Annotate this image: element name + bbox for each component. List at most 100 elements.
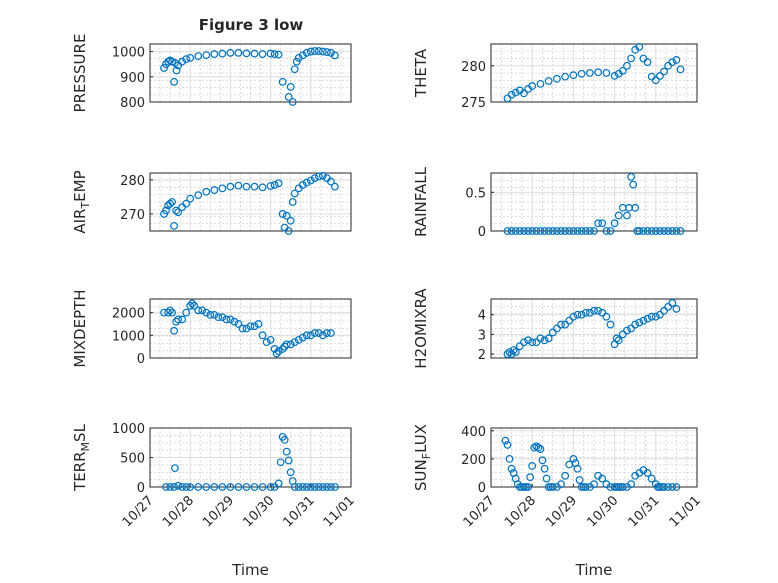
data-point bbox=[557, 480, 565, 489]
y-tick-label: 400 bbox=[461, 425, 486, 440]
data-point bbox=[331, 182, 339, 191]
data-point bbox=[544, 77, 553, 85]
data-point bbox=[214, 313, 223, 322]
data-point bbox=[242, 49, 251, 58]
data-point bbox=[526, 473, 535, 482]
x-tick-label: 10/28 bbox=[502, 493, 539, 530]
data-point bbox=[170, 483, 179, 491]
data-point bbox=[627, 480, 635, 489]
axes-box bbox=[490, 172, 698, 232]
data-point bbox=[266, 483, 275, 491]
data-point bbox=[162, 206, 170, 215]
data-point bbox=[656, 71, 664, 80]
data-point bbox=[647, 72, 656, 81]
x-tick-label: 11/01 bbox=[667, 493, 704, 530]
data-point bbox=[656, 310, 664, 319]
data-point bbox=[234, 181, 243, 190]
data-point bbox=[575, 476, 584, 484]
data-point bbox=[668, 58, 677, 67]
data-point bbox=[288, 98, 297, 106]
y-tick-label: 0 bbox=[478, 225, 486, 240]
data-point bbox=[222, 315, 231, 324]
data-point bbox=[528, 227, 537, 235]
data-point bbox=[266, 335, 275, 344]
data-point bbox=[528, 462, 537, 470]
data-point bbox=[314, 47, 323, 55]
data-point bbox=[306, 47, 315, 56]
data-point bbox=[656, 227, 664, 235]
data-point bbox=[202, 483, 211, 491]
x-tick-label: 10/27 bbox=[461, 493, 498, 530]
x-tick-label: 10/30 bbox=[240, 493, 277, 530]
y-tick-label: 0 bbox=[137, 352, 145, 367]
data-point bbox=[242, 324, 251, 333]
data-point bbox=[174, 315, 183, 324]
data-point bbox=[606, 227, 615, 235]
data-point bbox=[668, 299, 677, 307]
data-point bbox=[536, 79, 545, 88]
data-point bbox=[569, 227, 578, 235]
y-tick-label: 2000 bbox=[112, 307, 145, 322]
data-point bbox=[553, 227, 561, 235]
data-point bbox=[573, 227, 582, 235]
data-point bbox=[618, 330, 627, 339]
y-tick-label: 1000 bbox=[112, 422, 145, 437]
data-point bbox=[290, 483, 299, 491]
data-point bbox=[528, 338, 537, 347]
data-point bbox=[250, 483, 259, 491]
data-point bbox=[507, 90, 516, 99]
data-point bbox=[623, 326, 631, 335]
data-point bbox=[186, 194, 195, 203]
data-point bbox=[561, 72, 570, 81]
data-point bbox=[602, 227, 611, 235]
panel-air-temp: 270 280 AIRTEMP bbox=[71, 170, 352, 235]
data-point bbox=[672, 56, 681, 64]
data-point bbox=[226, 315, 235, 324]
x-tick-label: 10/27 bbox=[120, 493, 157, 530]
data-point bbox=[182, 199, 191, 208]
data-point bbox=[310, 174, 319, 183]
data-point bbox=[210, 186, 219, 194]
data-point bbox=[270, 345, 279, 353]
data-point bbox=[503, 350, 512, 358]
data-point bbox=[194, 191, 203, 200]
data-point bbox=[672, 304, 681, 313]
data-point bbox=[536, 227, 545, 235]
x-tick-label: 10/29 bbox=[200, 493, 237, 530]
data-point bbox=[520, 89, 528, 98]
data-point bbox=[290, 338, 299, 347]
data-point bbox=[314, 483, 323, 491]
data-point bbox=[322, 329, 331, 337]
x-tick-label: 10/29 bbox=[543, 493, 580, 530]
data-point bbox=[647, 312, 656, 321]
data-point bbox=[280, 435, 289, 444]
data-point bbox=[226, 48, 235, 57]
data-point bbox=[171, 464, 179, 473]
data-point bbox=[561, 471, 570, 480]
data-point bbox=[612, 334, 621, 343]
data-point bbox=[515, 342, 524, 351]
data-point bbox=[250, 182, 259, 191]
data-point bbox=[310, 483, 319, 491]
data-point bbox=[623, 61, 631, 70]
data-point bbox=[234, 48, 243, 57]
data-point bbox=[166, 199, 175, 208]
panel-h2omixra: 2 3 4 H2OMIXRA bbox=[412, 288, 698, 369]
data-point bbox=[242, 182, 251, 191]
data-point bbox=[557, 227, 565, 235]
data-point bbox=[585, 69, 594, 77]
data-point bbox=[618, 483, 627, 491]
data-point bbox=[507, 464, 516, 473]
data-point bbox=[565, 316, 574, 325]
x-tick-label: 10/30 bbox=[584, 493, 621, 530]
data-point bbox=[573, 464, 582, 473]
data-point bbox=[331, 51, 339, 60]
data-point bbox=[210, 50, 219, 58]
y-axis-label: AIRTEMP bbox=[71, 170, 92, 233]
data-point bbox=[164, 308, 172, 317]
data-point bbox=[198, 306, 207, 315]
data-point bbox=[202, 51, 211, 59]
data-point bbox=[610, 71, 619, 80]
y-tick-label: 275 bbox=[461, 96, 486, 111]
